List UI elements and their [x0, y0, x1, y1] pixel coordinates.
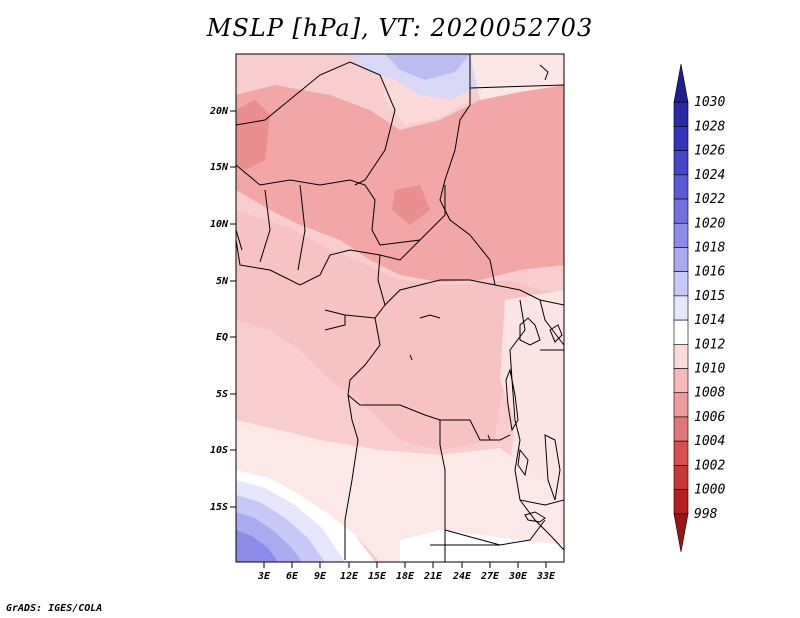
- lon-tick-label: 33E: [536, 571, 556, 582]
- lon-tick-label: 27E: [480, 571, 500, 582]
- lon-tick-label: 6E: [286, 571, 299, 582]
- lat-tick-label: 20N: [209, 106, 229, 117]
- lat-tick-label: 5N: [216, 276, 229, 287]
- colorbar-bin: [673, 63, 689, 103]
- colorbar-label: 1026: [694, 144, 725, 159]
- country-boundaries: [236, 54, 564, 562]
- colorbar-label: 1012: [694, 337, 725, 352]
- lon-tick-label: 24E: [452, 571, 472, 582]
- colorbar-label: 1010: [694, 362, 725, 377]
- pressure-high-north-inner: [385, 54, 470, 80]
- colorbar-label: 1004: [694, 434, 725, 449]
- lat-tick-label: 10S: [210, 445, 228, 456]
- footer-credit: GrADS: IGES/COLA: [6, 603, 103, 614]
- colorbar-bin: [673, 150, 689, 176]
- pressure-high-sw-1020: [236, 530, 278, 562]
- colorbar-bin: [673, 319, 689, 345]
- water-bodies: [409, 64, 563, 523]
- colorbar-bin: [673, 392, 689, 418]
- colorbar-label: 1024: [694, 168, 725, 183]
- colorbar-bin: [673, 198, 689, 224]
- lon-tick-label: 15E: [368, 571, 387, 582]
- lon-tick-label: 18E: [396, 571, 415, 582]
- colorbar-label: 1002: [694, 458, 725, 473]
- lon-tick-label: 3E: [257, 571, 271, 582]
- colorbar-bin: [673, 271, 689, 297]
- colorbar-label: 998: [694, 507, 718, 522]
- lat-tick-label: 15S: [210, 502, 228, 513]
- colorbar-label: 1000: [694, 483, 725, 498]
- lat-tick-label: 5S: [216, 389, 228, 400]
- lon-tick-label: 30E: [508, 571, 528, 582]
- colorbar-label: 1014: [694, 313, 725, 328]
- lat-tick-label: 15N: [210, 162, 229, 173]
- colorbar-bin: [673, 440, 689, 466]
- lat-tick-label: EQ: [216, 332, 228, 343]
- colorbar-bin: [673, 368, 689, 394]
- colorbar-label: 1006: [694, 410, 725, 425]
- lon-tick-label: 12E: [340, 571, 359, 582]
- colorbar-bin: [673, 247, 689, 272]
- colorbar-bin: [673, 295, 689, 321]
- colorbar-bin: [673, 416, 689, 442]
- colorbar-label: 1016: [694, 265, 725, 280]
- colorbar-bin: [673, 513, 689, 553]
- pressure-region-1010-central: [236, 210, 564, 450]
- colorbar-bin: [673, 489, 689, 515]
- colorbar-bin: [673, 126, 689, 151]
- colorbar-bin: [673, 101, 689, 127]
- pressure-region-1006-spots: [236, 100, 430, 225]
- colorbar-bin: [673, 344, 689, 369]
- colorbar-bin: [673, 222, 689, 248]
- colorbar-label: 1028: [694, 119, 725, 134]
- map-plot-area: [236, 54, 564, 562]
- colorbar-label: 1008: [694, 386, 725, 401]
- lon-tick-label: 9E: [314, 571, 327, 582]
- colorbar-label: 1020: [694, 216, 725, 231]
- colorbar-label: 1018: [694, 240, 725, 255]
- chart-title: MSLP [hPa], VT: 2020052703: [206, 14, 594, 42]
- colorbar-label: 1022: [694, 192, 725, 207]
- colorbar: 1030 1028 1026 1024 1022 1020 1018 1016 1015 1014…: [673, 63, 725, 553]
- colorbar-label: 1015: [694, 289, 725, 304]
- pressure-region-1014-se: [400, 530, 564, 562]
- pressure-region-1008-north: [236, 80, 564, 282]
- lat-tick-label: 10N: [210, 219, 229, 230]
- colorbar-bin: [673, 465, 689, 490]
- pressure-region-1012-south: [236, 420, 564, 562]
- colorbar-label: 1030: [694, 95, 725, 110]
- lat-axis: 20N 15N 10N 5N EQ 5S 10S 15S: [209, 106, 236, 513]
- lon-tick-label: 21E: [423, 571, 443, 582]
- map-frame: [235, 53, 565, 563]
- colorbar-bin: [673, 174, 689, 200]
- lon-axis: 3E 6E 9E 12E 15E 18E 21E 24E 27E 30E 33E: [257, 562, 556, 582]
